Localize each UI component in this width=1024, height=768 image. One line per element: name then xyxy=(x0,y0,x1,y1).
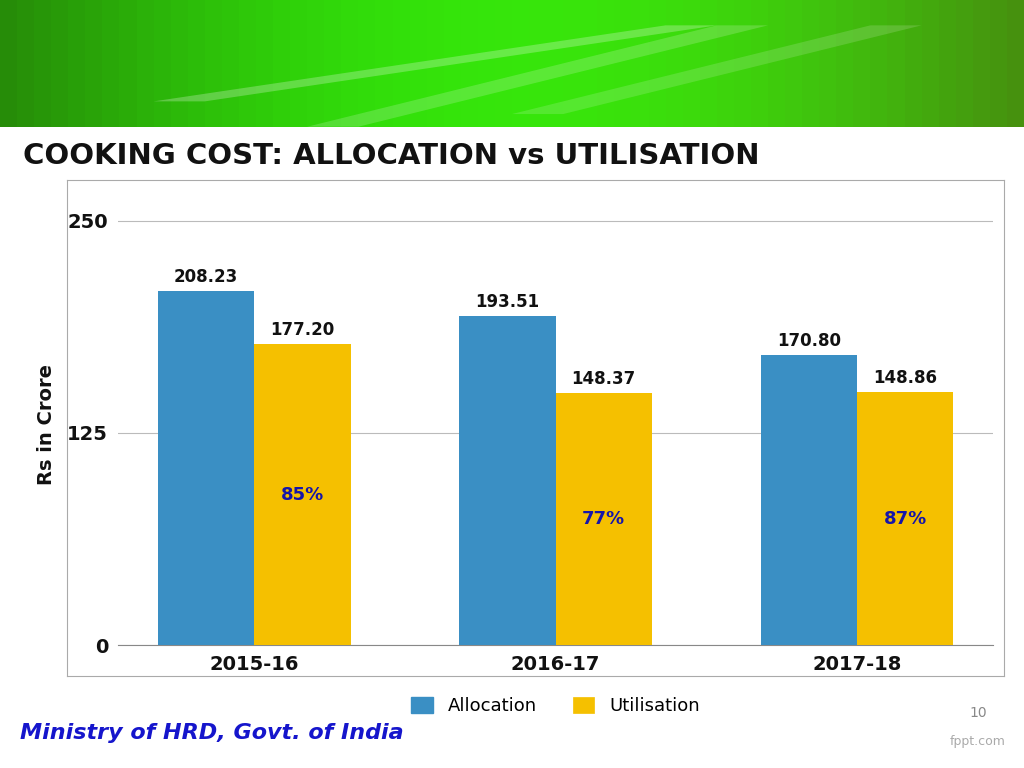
Bar xyxy=(205,0,222,127)
Bar xyxy=(939,0,955,127)
Bar xyxy=(102,0,120,127)
Bar xyxy=(154,0,171,127)
Bar xyxy=(853,0,870,127)
Bar xyxy=(273,0,290,127)
Bar xyxy=(0,0,17,127)
Text: fppt.com: fppt.com xyxy=(950,735,1006,747)
Text: 148.86: 148.86 xyxy=(873,369,937,387)
Polygon shape xyxy=(154,25,717,101)
Bar xyxy=(461,0,478,127)
Bar xyxy=(495,0,512,127)
Bar xyxy=(1007,0,1024,127)
Bar xyxy=(717,0,734,127)
Bar xyxy=(290,0,307,127)
Text: Ministry of HRD, Govt. of India: Ministry of HRD, Govt. of India xyxy=(20,723,404,743)
Bar xyxy=(546,0,563,127)
Bar xyxy=(734,0,751,127)
Bar xyxy=(819,0,837,127)
Bar xyxy=(171,0,187,127)
Bar xyxy=(410,0,427,127)
Bar xyxy=(922,0,939,127)
Bar xyxy=(955,0,973,127)
Bar xyxy=(341,0,358,127)
Bar xyxy=(614,0,632,127)
Bar xyxy=(802,0,819,127)
Y-axis label: Rs in Crore: Rs in Crore xyxy=(37,364,56,485)
Bar xyxy=(427,0,443,127)
Bar xyxy=(761,355,857,645)
Text: 77%: 77% xyxy=(583,510,626,528)
Bar xyxy=(581,0,597,127)
Bar xyxy=(870,0,888,127)
Bar xyxy=(904,0,922,127)
Legend: Allocation, Utilisation: Allocation, Utilisation xyxy=(404,690,707,722)
Text: 177.20: 177.20 xyxy=(270,321,335,339)
Bar xyxy=(307,0,325,127)
Bar xyxy=(325,0,341,127)
Bar xyxy=(837,0,853,127)
Bar xyxy=(459,316,555,645)
Bar xyxy=(478,0,495,127)
Bar xyxy=(443,0,461,127)
Bar xyxy=(768,0,785,127)
Text: 10: 10 xyxy=(969,706,987,720)
Bar xyxy=(683,0,699,127)
Text: 87%: 87% xyxy=(884,510,927,528)
Bar xyxy=(158,291,254,645)
Bar xyxy=(699,0,717,127)
Bar xyxy=(358,0,376,127)
Bar xyxy=(256,0,273,127)
Bar xyxy=(973,0,990,127)
Bar xyxy=(666,0,683,127)
Bar xyxy=(990,0,1007,127)
Bar xyxy=(136,0,154,127)
Polygon shape xyxy=(307,25,768,127)
Bar xyxy=(34,0,51,127)
Text: 208.23: 208.23 xyxy=(174,268,238,286)
Bar xyxy=(17,0,34,127)
Bar xyxy=(888,0,904,127)
Bar xyxy=(254,344,350,645)
Text: COOKING COST: ALLOCATION vs UTILISATION: COOKING COST: ALLOCATION vs UTILISATION xyxy=(23,141,759,170)
Bar xyxy=(597,0,614,127)
Bar xyxy=(376,0,392,127)
Bar xyxy=(512,0,529,127)
Bar xyxy=(857,392,953,645)
Text: 85%: 85% xyxy=(281,485,324,504)
Text: 170.80: 170.80 xyxy=(777,332,841,350)
Bar xyxy=(120,0,136,127)
Bar xyxy=(85,0,102,127)
Bar xyxy=(751,0,768,127)
Bar xyxy=(69,0,85,127)
Polygon shape xyxy=(512,25,922,114)
Text: 148.37: 148.37 xyxy=(571,370,636,388)
Bar xyxy=(648,0,666,127)
Bar xyxy=(392,0,410,127)
Bar xyxy=(187,0,205,127)
Bar xyxy=(555,393,652,645)
Bar xyxy=(51,0,69,127)
Text: 193.51: 193.51 xyxy=(475,293,540,311)
Bar xyxy=(632,0,648,127)
Bar xyxy=(529,0,546,127)
Bar xyxy=(222,0,239,127)
Bar xyxy=(239,0,256,127)
Bar xyxy=(563,0,581,127)
Bar xyxy=(785,0,802,127)
